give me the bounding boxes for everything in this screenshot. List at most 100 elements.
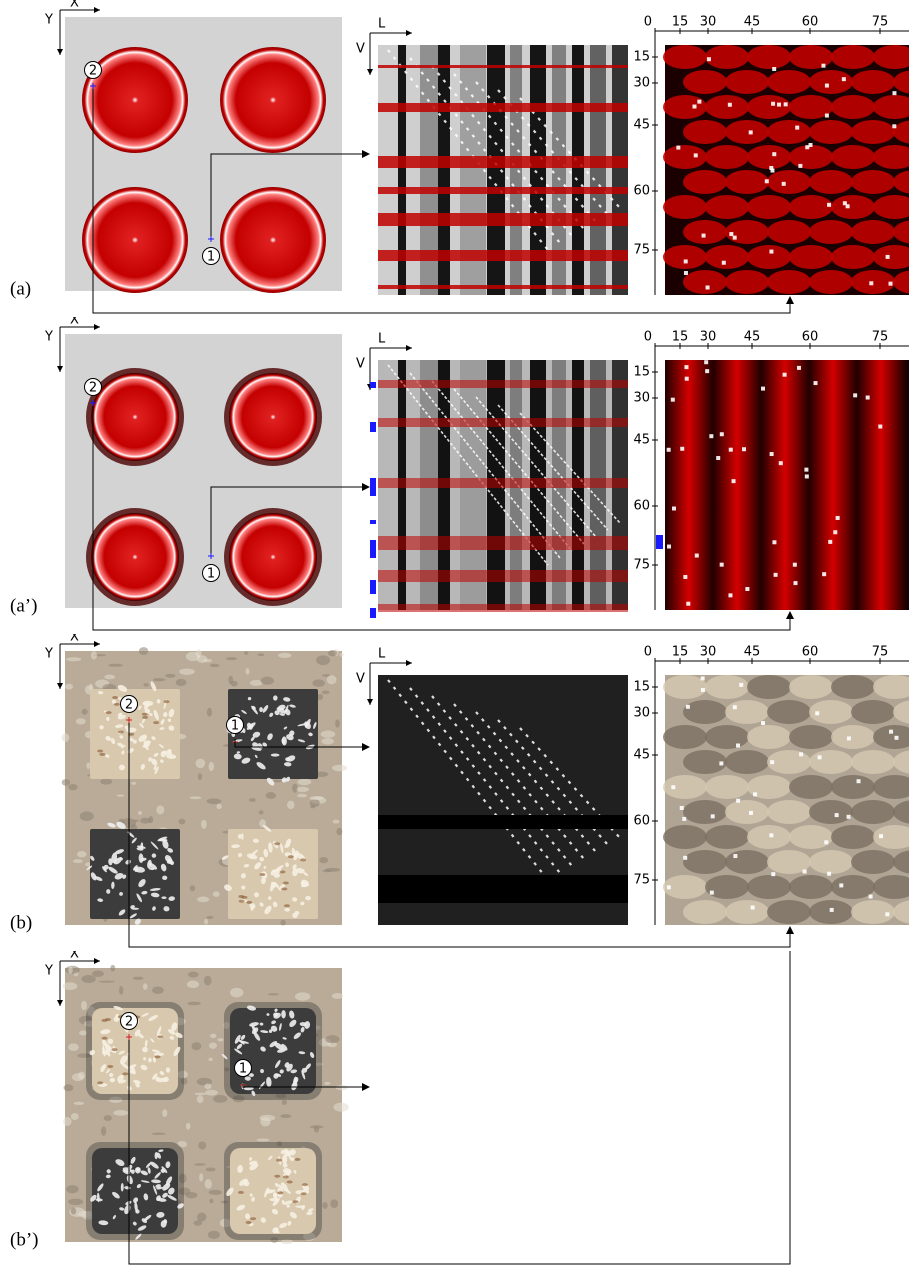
pattern-blob [274,710,280,716]
stone-speck [138,811,143,815]
synthesis-cell [683,850,727,874]
synthesis-speck [686,601,691,606]
pattern-blob [167,1029,176,1035]
lv-band [378,570,628,582]
synthesis-plot [665,360,909,610]
pattern-blob [100,1065,106,1073]
rust-mark [294,1157,301,1161]
synthesis-cell [789,95,833,119]
synthesis-cell [725,750,769,774]
synthesis-cell [831,245,875,269]
pattern-blob [259,856,265,862]
pattern-blob [299,1022,307,1027]
synthesis-plot [663,45,909,295]
synthesis-cell [873,875,909,899]
l-arrow-head [406,345,412,351]
v-axis-label: V [356,672,365,687]
pattern-blob [163,906,170,912]
pattern-blob [301,1205,305,1211]
xy-axes: XY [44,317,100,372]
pattern-blob [250,905,254,911]
rust-mark [107,1064,114,1068]
synthesis-speck [736,798,741,803]
pattern-blob [251,1196,255,1202]
pattern-blob [134,866,146,873]
synthesis-cell [663,195,707,219]
pattern-blob [133,739,137,744]
synthesis-speck [705,285,710,290]
pattern-blob [152,1073,158,1080]
stone-speck [225,657,238,661]
pattern-blob [162,1192,168,1198]
lv-band [378,187,628,194]
stone-speck [180,1077,188,1085]
pattern-blob [154,1172,161,1179]
synthesis-cell [683,800,727,824]
synthesis-cell [663,875,707,899]
marker-1-crosshair [208,236,214,242]
stone-speck [191,1042,202,1051]
synthesis-cell [873,825,909,849]
pattern-blob [305,1063,311,1070]
pattern-blob [234,1034,241,1044]
pattern-blob [233,753,242,760]
lv-band [378,65,628,68]
pattern-blob [151,853,157,858]
pattern-blob [267,896,272,900]
stone-speck [309,796,324,801]
stone-speck [100,778,113,785]
connectors [92,406,794,631]
stone-speck [204,1083,212,1090]
y-axis-label: Y [44,330,53,345]
synthesis-cell [767,850,811,874]
pattern-blob [300,901,305,906]
pattern-blob [284,1062,290,1068]
pattern-blob [130,905,135,909]
selection-marker [656,535,663,549]
synthesis-cell [747,95,791,119]
pattern-blob [293,1077,299,1084]
synthesis-cell [725,850,769,874]
synthesis-cell [767,700,811,724]
synthesis-stripe [761,360,809,610]
stone-speck [312,679,325,687]
stone-speck [193,1220,203,1226]
marker-2-label: 2 [89,381,97,396]
top-tick-label: 15 [672,645,689,660]
synthesis-speck [813,381,818,386]
x-axis-label: X [70,634,79,645]
pattern-blob [105,1069,111,1074]
synthesis-cell [683,900,727,924]
synthesis-speck [666,885,671,890]
pattern-blob [308,732,313,737]
stone-speck [196,1095,204,1104]
stone-speck [256,1138,270,1142]
synthesis-cell [831,775,875,799]
synthesis-speck [804,467,809,472]
rust-mark [157,1035,164,1039]
synthesis-cell [747,195,791,219]
pattern-blob [120,1183,124,1192]
marker-1-circle [234,1059,252,1077]
pattern-blob [292,897,298,902]
synthesis-speck [879,834,884,839]
pattern-blob [273,1012,281,1019]
pattern-blob [292,868,298,877]
y-arrow-head [57,366,63,372]
synthesis-plot [663,675,909,925]
pattern-blob [126,1175,133,1185]
pattern-blob [133,1197,139,1203]
synthesis-speck [716,456,721,461]
rust-mark [105,711,112,715]
synthesis-stripe [809,360,857,610]
lv-streak [475,81,597,223]
pattern-blob [86,865,93,871]
synthesis-cell [663,825,707,849]
pattern-blob [105,1174,111,1179]
lv-band [378,156,628,168]
synthesis-speck [892,124,897,129]
left-tick-label: 15 [633,50,650,65]
marker-1-circle [226,716,244,734]
synthesis-speck [808,143,813,148]
pattern-blob [259,707,263,713]
